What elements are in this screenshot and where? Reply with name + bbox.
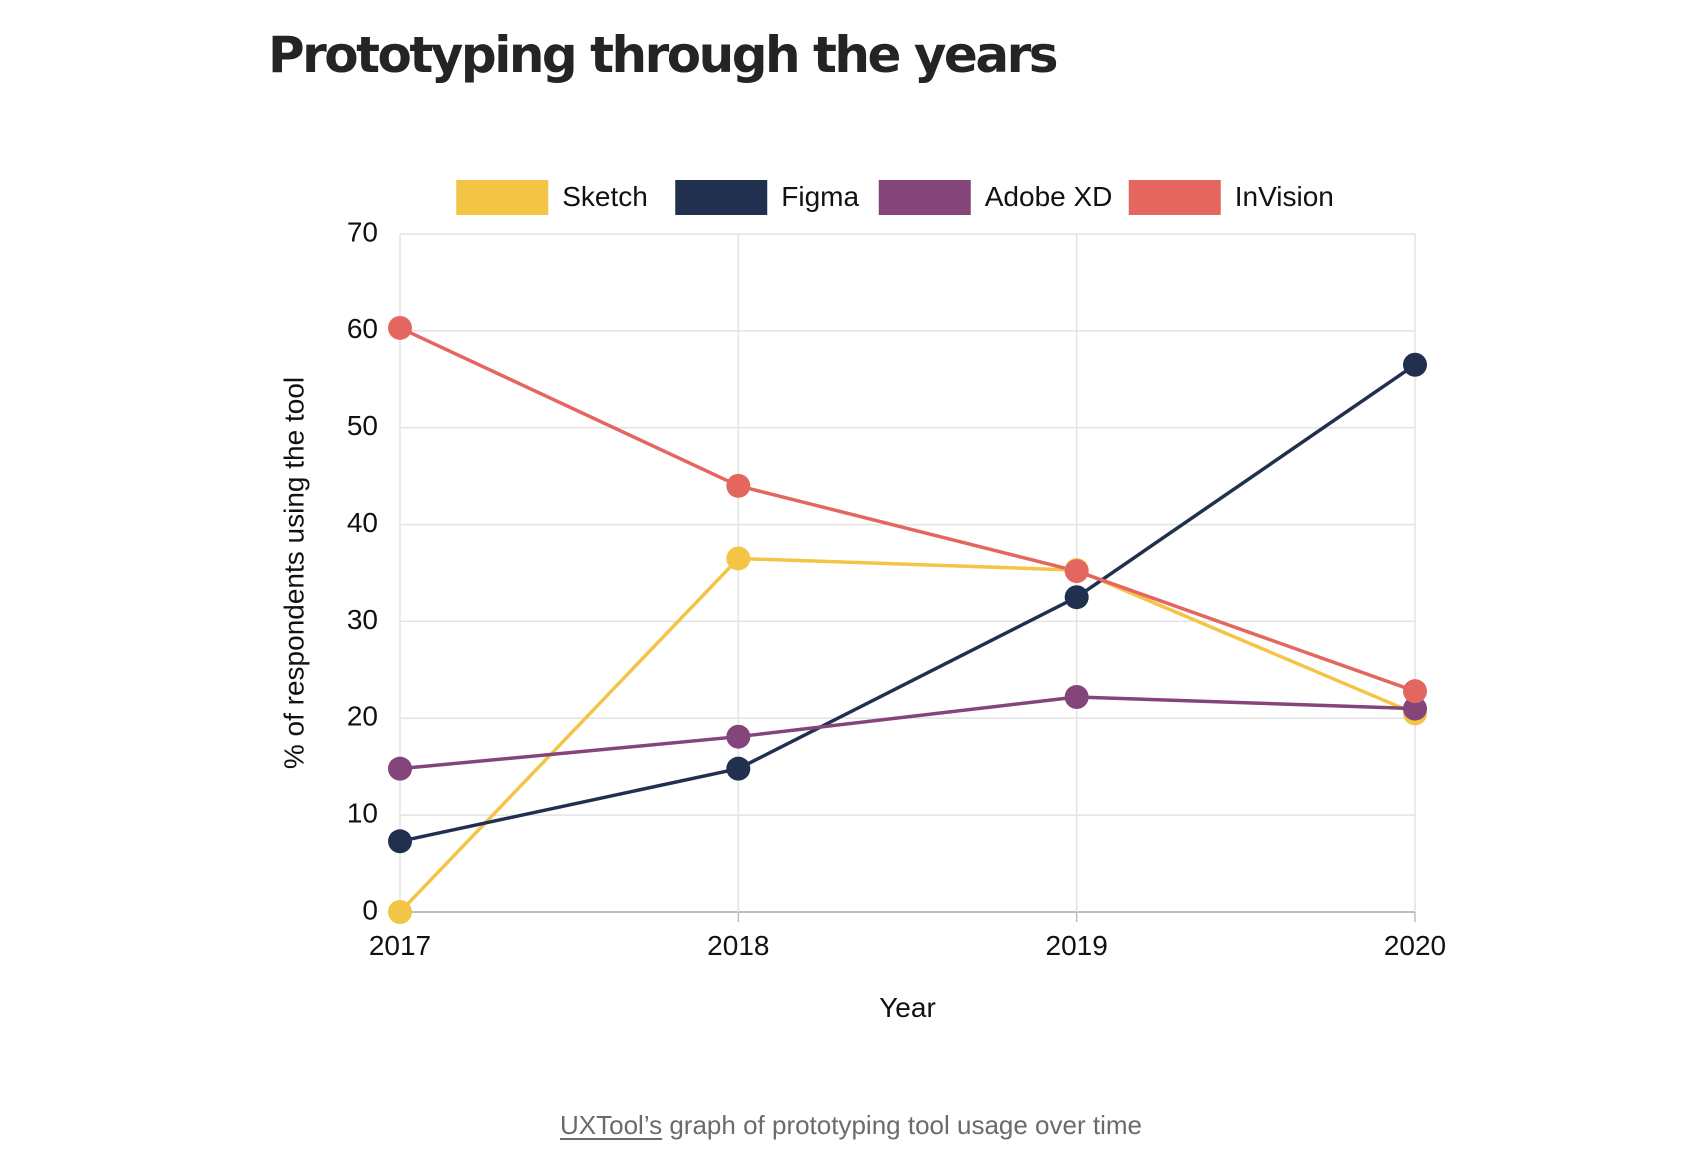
x-tick-label-2018: 2018: [707, 930, 769, 961]
data-point-invision-2017[interactable]: [388, 315, 412, 340]
y-tick-label-30: 30: [347, 604, 378, 635]
y-tick-label-50: 50: [347, 410, 378, 441]
data-point-adobe-xd-2020[interactable]: [1403, 696, 1427, 721]
legend-label-invision[interactable]: InVision: [1235, 181, 1334, 212]
y-tick-label-40: 40: [347, 507, 378, 538]
y-tick-label-0: 0: [362, 894, 378, 925]
caption-text: graph of prototyping tool usage over tim…: [662, 1110, 1142, 1140]
series-line-figma: [398, 363, 1417, 844]
y-tick-label-60: 60: [347, 313, 378, 344]
page-title: Prototyping through the years: [268, 26, 1059, 84]
data-point-invision-2020[interactable]: [1403, 679, 1427, 704]
data-point-adobe-xd-2017[interactable]: [388, 756, 412, 781]
data-point-sketch-2017[interactable]: [388, 900, 412, 924]
y-tick-label-70: 70: [347, 216, 378, 247]
legend-label-adobe-xd[interactable]: Adobe XD: [985, 181, 1113, 212]
legend-label-sketch[interactable]: Sketch: [562, 181, 648, 212]
legend-label-figma[interactable]: Figma: [781, 181, 859, 212]
x-axis-title: Year: [879, 992, 936, 1023]
x-tick-label-2017: 2017: [369, 930, 431, 961]
x-tick-label-2020: 2020: [1384, 930, 1446, 961]
data-point-invision-2018[interactable]: [726, 473, 751, 498]
legend-swatch-invision[interactable]: [1128, 180, 1221, 215]
data-point-invision-2019[interactable]: [1064, 559, 1089, 584]
x-tick-label-2019: 2019: [1046, 930, 1108, 961]
legend-swatch-figma[interactable]: [675, 180, 768, 215]
series-line-invision: [398, 326, 1417, 693]
figure-caption: UXTool’s graph of prototyping tool usage…: [0, 1110, 1702, 1141]
data-point-figma-2018[interactable]: [726, 756, 751, 781]
y-axis-title: % of respondents using the tool: [278, 377, 309, 769]
y-tick-label-20: 20: [347, 701, 378, 732]
data-point-adobe-xd-2019[interactable]: [1064, 684, 1089, 709]
legend-swatch-adobe-xd[interactable]: [878, 180, 971, 215]
data-point-figma-2017[interactable]: [388, 829, 412, 854]
y-tick-label-10: 10: [347, 798, 378, 829]
legend-swatch-sketch[interactable]: [456, 180, 549, 215]
caption-source-link[interactable]: UXTool’s: [560, 1110, 663, 1140]
data-point-adobe-xd-2018[interactable]: [726, 724, 751, 749]
series-line-adobe-xd: [398, 695, 1417, 771]
data-point-sketch-2018[interactable]: [726, 546, 751, 571]
data-point-figma-2019[interactable]: [1064, 585, 1089, 610]
series-line-sketch: [398, 556, 1417, 914]
data-point-figma-2020[interactable]: [1403, 352, 1427, 377]
